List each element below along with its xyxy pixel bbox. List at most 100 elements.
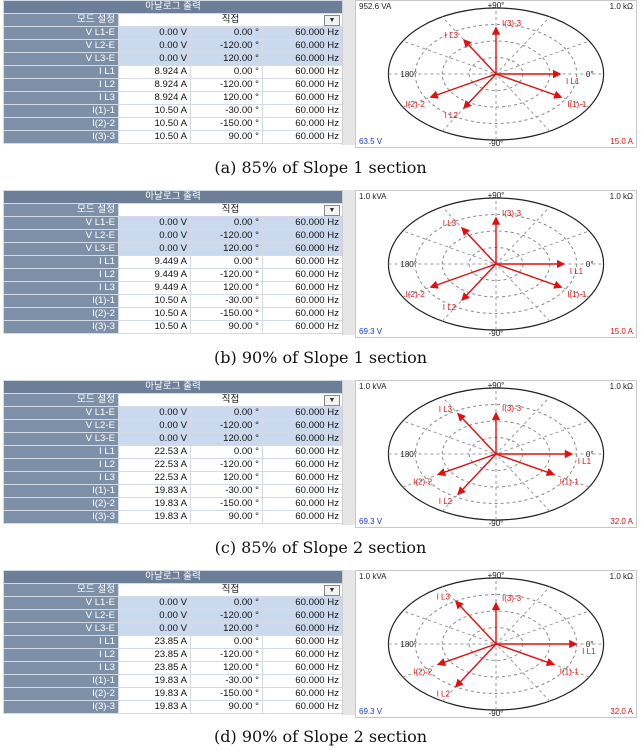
frequency-cell[interactable]: 60.000 Hz	[262, 104, 343, 118]
frequency-cell[interactable]: 60.000 Hz	[262, 229, 343, 243]
frequency-cell[interactable]: 60.000 Hz	[262, 242, 343, 256]
magnitude-cell[interactable]: 0.00 V	[118, 622, 191, 636]
magnitude-cell[interactable]: 10.50 A	[118, 117, 191, 131]
angle-cell[interactable]: 120.00 °	[190, 622, 263, 636]
angle-cell[interactable]: 0.00 °	[190, 406, 263, 420]
frequency-cell[interactable]: 60.000 Hz	[262, 458, 343, 472]
magnitude-cell[interactable]: 8.924 A	[118, 78, 191, 92]
magnitude-cell[interactable]: 8.924 A	[118, 91, 191, 105]
angle-cell[interactable]: -30.00 °	[190, 674, 263, 688]
angle-cell[interactable]: 120.00 °	[190, 52, 263, 66]
mode-select[interactable]: 직접 ▼	[118, 583, 343, 597]
magnitude-cell[interactable]: 23.85 A	[118, 661, 191, 675]
angle-cell[interactable]: 120.00 °	[190, 281, 263, 295]
frequency-cell[interactable]: 60.000 Hz	[262, 510, 343, 524]
magnitude-cell[interactable]: 8.924 A	[118, 65, 191, 79]
magnitude-cell[interactable]: 23.85 A	[118, 648, 191, 662]
mode-select[interactable]: 직접 ▼	[118, 393, 343, 407]
magnitude-cell[interactable]: 0.00 V	[118, 419, 191, 433]
magnitude-cell[interactable]: 0.00 V	[118, 216, 191, 230]
frequency-cell[interactable]: 60.000 Hz	[262, 674, 343, 688]
angle-cell[interactable]: -120.00 °	[190, 78, 263, 92]
frequency-cell[interactable]: 60.000 Hz	[262, 78, 343, 92]
frequency-cell[interactable]: 60.000 Hz	[262, 419, 343, 433]
angle-cell[interactable]: 0.00 °	[190, 596, 263, 610]
frequency-cell[interactable]: 60.000 Hz	[262, 622, 343, 636]
vertical-scrollbar[interactable]	[342, 380, 355, 525]
frequency-cell[interactable]: 60.000 Hz	[262, 497, 343, 511]
frequency-cell[interactable]: 60.000 Hz	[262, 648, 343, 662]
mode-select[interactable]: 직접 ▼	[118, 203, 343, 217]
angle-cell[interactable]: 90.00 °	[190, 510, 263, 524]
magnitude-cell[interactable]: 22.53 A	[118, 445, 191, 459]
frequency-cell[interactable]: 60.000 Hz	[262, 687, 343, 701]
frequency-cell[interactable]: 60.000 Hz	[262, 130, 343, 144]
angle-cell[interactable]: -120.00 °	[190, 419, 263, 433]
angle-cell[interactable]: -150.00 °	[190, 687, 263, 701]
magnitude-cell[interactable]: 19.83 A	[118, 484, 191, 498]
angle-cell[interactable]: -120.00 °	[190, 609, 263, 623]
magnitude-cell[interactable]: 9.449 A	[118, 281, 191, 295]
magnitude-cell[interactable]: 19.83 A	[118, 497, 191, 511]
frequency-cell[interactable]: 60.000 Hz	[262, 281, 343, 295]
angle-cell[interactable]: -30.00 °	[190, 484, 263, 498]
magnitude-cell[interactable]: 0.00 V	[118, 609, 191, 623]
magnitude-cell[interactable]: 0.00 V	[118, 242, 191, 256]
frequency-cell[interactable]: 60.000 Hz	[262, 471, 343, 485]
magnitude-cell[interactable]: 10.50 A	[118, 130, 191, 144]
frequency-cell[interactable]: 60.000 Hz	[262, 432, 343, 446]
angle-cell[interactable]: 90.00 °	[190, 700, 263, 714]
magnitude-cell[interactable]: 0.00 V	[118, 596, 191, 610]
angle-cell[interactable]: 0.00 °	[190, 26, 263, 40]
frequency-cell[interactable]: 60.000 Hz	[262, 117, 343, 131]
angle-cell[interactable]: 0.00 °	[190, 445, 263, 459]
magnitude-cell[interactable]: 22.53 A	[118, 471, 191, 485]
magnitude-cell[interactable]: 22.53 A	[118, 458, 191, 472]
angle-cell[interactable]: -120.00 °	[190, 458, 263, 472]
vertical-scrollbar[interactable]	[342, 0, 355, 145]
magnitude-cell[interactable]: 10.50 A	[118, 294, 191, 308]
frequency-cell[interactable]: 60.000 Hz	[262, 216, 343, 230]
frequency-cell[interactable]: 60.000 Hz	[262, 661, 343, 675]
frequency-cell[interactable]: 60.000 Hz	[262, 320, 343, 334]
magnitude-cell[interactable]: 0.00 V	[118, 52, 191, 66]
magnitude-cell[interactable]: 9.449 A	[118, 255, 191, 269]
frequency-cell[interactable]: 60.000 Hz	[262, 596, 343, 610]
frequency-cell[interactable]: 60.000 Hz	[262, 294, 343, 308]
magnitude-cell[interactable]: 19.83 A	[118, 510, 191, 524]
magnitude-cell[interactable]: 0.00 V	[118, 432, 191, 446]
frequency-cell[interactable]: 60.000 Hz	[262, 406, 343, 420]
chevron-down-icon[interactable]: ▼	[324, 15, 340, 26]
frequency-cell[interactable]: 60.000 Hz	[262, 635, 343, 649]
magnitude-cell[interactable]: 19.83 A	[118, 674, 191, 688]
frequency-cell[interactable]: 60.000 Hz	[262, 445, 343, 459]
angle-cell[interactable]: 90.00 °	[190, 320, 263, 334]
angle-cell[interactable]: -120.00 °	[190, 268, 263, 282]
angle-cell[interactable]: 0.00 °	[190, 216, 263, 230]
frequency-cell[interactable]: 60.000 Hz	[262, 484, 343, 498]
magnitude-cell[interactable]: 0.00 V	[118, 229, 191, 243]
vertical-scrollbar[interactable]	[342, 190, 355, 335]
angle-cell[interactable]: -150.00 °	[190, 497, 263, 511]
frequency-cell[interactable]: 60.000 Hz	[262, 268, 343, 282]
angle-cell[interactable]: -30.00 °	[190, 104, 263, 118]
frequency-cell[interactable]: 60.000 Hz	[262, 700, 343, 714]
angle-cell[interactable]: 0.00 °	[190, 65, 263, 79]
magnitude-cell[interactable]: 10.50 A	[118, 307, 191, 321]
angle-cell[interactable]: 120.00 °	[190, 242, 263, 256]
frequency-cell[interactable]: 60.000 Hz	[262, 609, 343, 623]
frequency-cell[interactable]: 60.000 Hz	[262, 307, 343, 321]
frequency-cell[interactable]: 60.000 Hz	[262, 26, 343, 40]
magnitude-cell[interactable]: 0.00 V	[118, 406, 191, 420]
frequency-cell[interactable]: 60.000 Hz	[262, 91, 343, 105]
angle-cell[interactable]: -120.00 °	[190, 229, 263, 243]
frequency-cell[interactable]: 60.000 Hz	[262, 65, 343, 79]
angle-cell[interactable]: 120.00 °	[190, 471, 263, 485]
angle-cell[interactable]: 90.00 °	[190, 130, 263, 144]
magnitude-cell[interactable]: 10.50 A	[118, 320, 191, 334]
mode-select[interactable]: 직접 ▼	[118, 13, 343, 27]
frequency-cell[interactable]: 60.000 Hz	[262, 39, 343, 53]
angle-cell[interactable]: -30.00 °	[190, 294, 263, 308]
frequency-cell[interactable]: 60.000 Hz	[262, 52, 343, 66]
magnitude-cell[interactable]: 10.50 A	[118, 104, 191, 118]
